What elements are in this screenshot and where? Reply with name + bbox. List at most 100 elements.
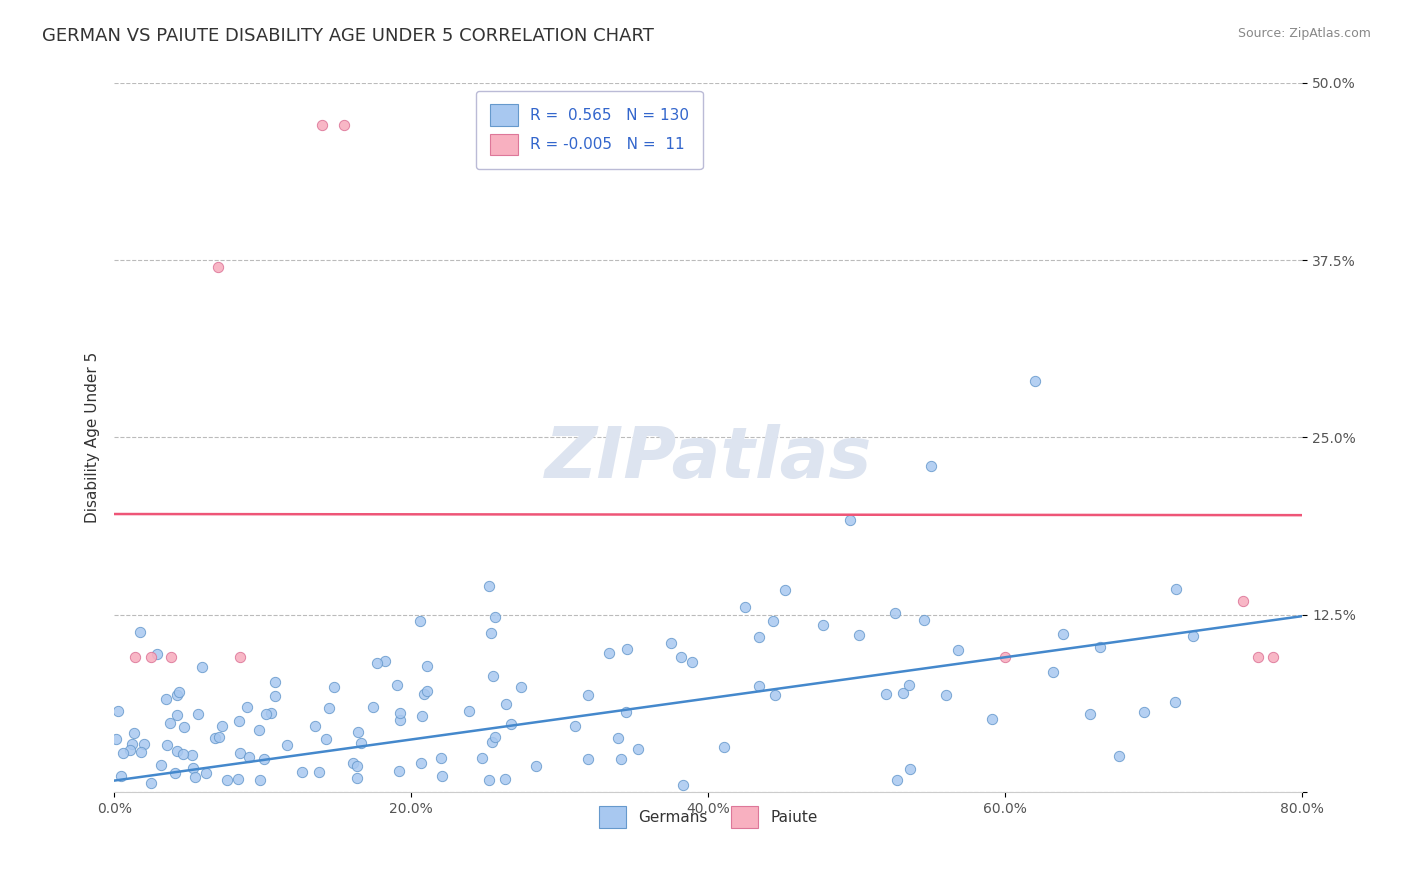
Point <box>524 758 547 772</box>
Point <box>1164 582 1187 597</box>
Point <box>181 748 204 763</box>
Point <box>598 646 620 660</box>
Point <box>912 613 935 627</box>
Point <box>172 747 194 761</box>
Point <box>141 650 163 665</box>
Point <box>155 692 177 706</box>
Point <box>208 730 231 744</box>
Point <box>318 700 340 714</box>
Point <box>510 680 533 694</box>
Point <box>110 769 132 783</box>
Point <box>238 750 260 764</box>
Point <box>304 719 326 733</box>
Point <box>564 718 586 732</box>
Point <box>891 686 914 700</box>
Text: ZIPatlas: ZIPatlas <box>544 425 872 493</box>
Point <box>132 737 155 751</box>
Point <box>411 756 433 770</box>
Point <box>333 119 356 133</box>
Point <box>478 580 501 594</box>
Point <box>260 706 283 720</box>
Point <box>408 614 430 628</box>
Point <box>226 772 249 786</box>
Point <box>183 761 205 775</box>
Point <box>848 628 870 642</box>
Point <box>159 650 181 665</box>
Point <box>112 746 135 760</box>
Point <box>1164 695 1187 709</box>
Point <box>361 700 384 714</box>
Point <box>627 742 650 756</box>
Point <box>481 668 503 682</box>
Point <box>501 717 523 731</box>
Point <box>388 764 411 779</box>
Point <box>253 752 276 766</box>
Legend: Germans, Paiute: Germans, Paiute <box>592 800 824 834</box>
Point <box>1232 593 1254 607</box>
Point <box>875 687 897 701</box>
Point <box>349 736 371 750</box>
Point <box>681 655 703 669</box>
Point <box>429 750 451 764</box>
Point <box>249 772 271 787</box>
Point <box>981 712 1004 726</box>
Point <box>920 458 942 473</box>
Point <box>1088 640 1111 654</box>
Point <box>346 772 368 786</box>
Point <box>146 647 169 661</box>
Point <box>207 260 229 275</box>
Point <box>173 720 195 734</box>
Point <box>416 658 439 673</box>
Point <box>994 650 1017 665</box>
Point <box>311 119 333 133</box>
Point <box>576 752 599 766</box>
Point <box>1042 665 1064 679</box>
Point <box>669 650 692 665</box>
Point <box>762 614 785 628</box>
Point <box>166 708 188 723</box>
Point <box>1132 706 1154 720</box>
Point <box>607 731 630 745</box>
Point <box>495 697 517 711</box>
Point <box>211 719 233 733</box>
Point <box>1078 706 1101 721</box>
Point <box>141 776 163 790</box>
Point <box>228 746 250 760</box>
Point <box>616 642 638 657</box>
Point <box>149 758 172 772</box>
Point <box>122 726 145 740</box>
Point <box>935 688 957 702</box>
Y-axis label: Disability Age Under 5: Disability Age Under 5 <box>86 351 100 523</box>
Point <box>276 738 298 752</box>
Point <box>1261 650 1284 665</box>
Point <box>107 704 129 718</box>
Point <box>129 624 152 639</box>
Point <box>898 763 921 777</box>
Point <box>775 583 797 598</box>
Point <box>883 607 905 621</box>
Point <box>413 687 436 701</box>
Point <box>342 756 364 771</box>
Point <box>748 630 770 644</box>
Point <box>479 626 502 640</box>
Point <box>263 674 285 689</box>
Point <box>614 706 637 720</box>
Point <box>1108 748 1130 763</box>
Point <box>811 618 834 632</box>
Point <box>247 723 270 737</box>
Point <box>374 654 396 668</box>
Point <box>471 751 494 765</box>
Point <box>194 765 217 780</box>
Point <box>672 778 695 792</box>
Point <box>264 689 287 703</box>
Point <box>659 636 682 650</box>
Point <box>323 680 346 694</box>
Point <box>346 759 368 773</box>
Point <box>748 680 770 694</box>
Point <box>713 739 735 754</box>
Point <box>254 707 277 722</box>
Point <box>346 725 368 739</box>
Point <box>308 764 330 779</box>
Point <box>478 773 501 788</box>
Point <box>291 764 314 779</box>
